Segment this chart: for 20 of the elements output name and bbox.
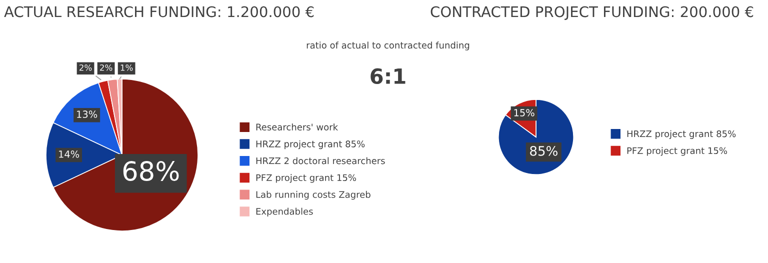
data-label: 2% — [80, 64, 92, 71]
legend-label: Expendables — [256, 208, 313, 217]
chart-title: ACTUAL RESEARCH FUNDING: 1.200.000 € — [4, 6, 314, 18]
data-label: 68% — [123, 161, 179, 181]
text: ratio of actual to contracted funding — [306, 42, 470, 50]
data-label: 15% — [514, 109, 534, 116]
legend-label: HRZZ project grant 85% — [256, 140, 365, 150]
data-label: 1% — [120, 64, 133, 71]
data-label: 85% — [530, 146, 558, 156]
data-label: 13% — [77, 110, 98, 118]
text: 6:1 — [370, 68, 406, 84]
chart-title: CONTRACTED PROJECT FUNDING: 200.000 € — [430, 6, 754, 20]
data-label: 2% — [100, 64, 112, 71]
legend-label: Researchers' work — [256, 123, 338, 130]
legend-label: HRZZ 2 doctoral researchers — [256, 157, 385, 164]
data-label: 14% — [59, 150, 80, 158]
legend-label: Lab running costs Zagreb — [256, 190, 370, 200]
legend-label: PFZ project grant 15% — [627, 147, 728, 156]
legend-label: HRZZ project grant 85% — [627, 130, 736, 139]
legend-label: PFZ project grant 15% — [256, 174, 356, 183]
